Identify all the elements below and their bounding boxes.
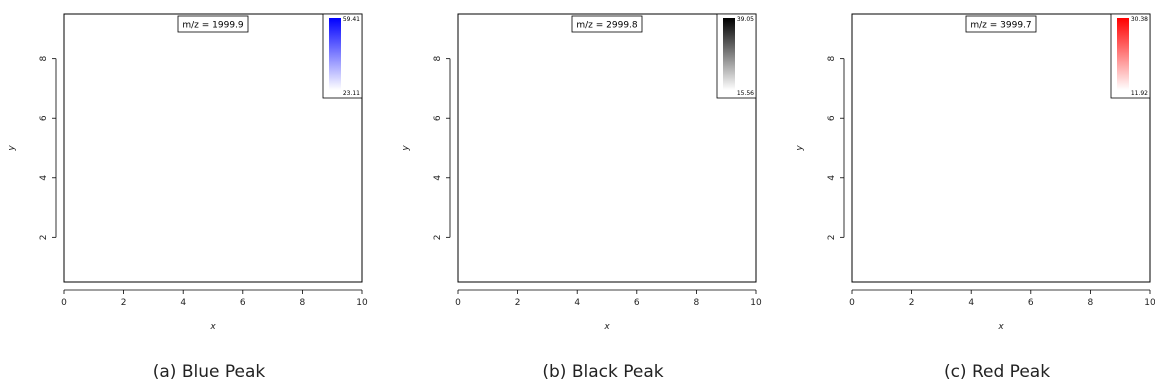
panel-caption: (c) Red Peak — [944, 362, 1050, 382]
y-tick-label: 4 — [39, 175, 49, 181]
color-legend-box — [322, 13, 363, 99]
mz-annotation: m/z = 1999.9 — [177, 15, 249, 33]
color-legend: 39.05 15.56 — [716, 13, 757, 99]
color-legend: 59.41 23.11 — [322, 13, 363, 99]
y-tick-label: 4 — [433, 175, 443, 181]
x-axis: 0 2 4 6 8 10 — [455, 289, 762, 308]
mz-annotation-box — [571, 15, 643, 33]
x-axis: 0 2 4 6 8 10 — [61, 289, 368, 308]
x-tick-label: 2 — [515, 298, 521, 308]
y-tick-label: 8 — [433, 56, 443, 62]
y-tick-label: 2 — [39, 234, 49, 240]
y-axis: 2 4 6 8 — [827, 56, 845, 240]
y-axis-label: y — [401, 145, 411, 152]
x-tick-label: 10 — [1144, 298, 1155, 308]
y-axis-label: y — [795, 145, 805, 152]
x-tick-label: 4 — [574, 298, 580, 308]
y-tick-label: 8 — [827, 56, 837, 62]
heatmap-red-peak: 0 2 4 6 8 10 x 2 4 6 8 y m/z = 3999.7 30.38 11.92 (c) R… — [795, 13, 1155, 382]
color-legend-ramp — [329, 18, 341, 90]
x-tick-label: 2 — [909, 298, 915, 308]
heatmap-black-peak: 0 2 4 6 8 10 x 2 4 6 8 y m/z = 2999.8 39.05 15.56 (b) B… — [401, 13, 762, 382]
y-tick-label: 6 — [39, 115, 49, 121]
plot-frame — [851, 13, 1151, 283]
mz-annotation-text: m/z = 1999.9 — [182, 21, 244, 31]
x-tick-label: 8 — [694, 298, 700, 308]
x-tick-label: 0 — [61, 298, 67, 308]
mz-annotation-text: m/z = 2999.8 — [576, 21, 638, 31]
x-tick-label: 4 — [968, 298, 974, 308]
color-legend-max: 59.41 — [343, 16, 360, 23]
x-tick-label: 10 — [356, 298, 368, 308]
mz-annotation-text: m/z = 3999.7 — [970, 21, 1031, 31]
mz-annotation: m/z = 2999.8 — [571, 15, 643, 33]
panel-caption: (a) Blue Peak — [153, 362, 266, 382]
x-tick-label: 6 — [240, 298, 246, 308]
plot-frame — [63, 13, 363, 283]
mz-annotation-box — [177, 15, 249, 33]
color-legend-max: 30.38 — [1131, 16, 1148, 23]
x-axis-label: x — [997, 322, 1004, 332]
x-tick-label: 8 — [1088, 298, 1094, 308]
color-legend: 30.38 11.92 — [1110, 13, 1151, 99]
color-legend-min: 11.92 — [1131, 90, 1148, 97]
y-tick-label: 8 — [39, 56, 49, 62]
x-tick-label: 2 — [121, 298, 127, 308]
x-tick-label: 6 — [1028, 298, 1034, 308]
color-legend-box — [716, 13, 757, 99]
color-legend-box — [1110, 13, 1151, 99]
x-tick-label: 4 — [180, 298, 186, 308]
x-axis-label: x — [603, 322, 610, 332]
y-axis: 2 4 6 8 — [433, 56, 451, 240]
mz-annotation: m/z = 3999.7 — [965, 15, 1037, 33]
color-legend-min: 23.11 — [343, 90, 360, 97]
mz-annotation-box — [965, 15, 1037, 33]
y-tick-label: 6 — [433, 115, 443, 121]
y-tick-label: 2 — [827, 234, 837, 240]
panel-caption: (b) Black Peak — [542, 362, 663, 382]
x-axis-label: x — [209, 322, 216, 332]
y-axis-label: y — [7, 145, 17, 152]
x-tick-label: 0 — [455, 298, 461, 308]
color-legend-ramp — [723, 18, 735, 90]
x-axis: 0 2 4 6 8 10 — [849, 289, 1155, 308]
color-legend-min: 15.56 — [737, 90, 754, 97]
y-tick-label: 2 — [433, 234, 443, 240]
color-legend-ramp — [1117, 18, 1129, 90]
y-axis: 2 4 6 8 — [39, 56, 57, 240]
plot-frame — [457, 13, 757, 283]
heatmap-blue-peak: 0 2 4 6 8 10 x 2 4 6 8 y m/z = 1999.9 59.41 23.11 (a) B… — [7, 13, 368, 382]
x-tick-label: 10 — [750, 298, 762, 308]
y-tick-label: 4 — [827, 175, 837, 181]
x-tick-label: 6 — [634, 298, 640, 308]
color-legend-max: 39.05 — [737, 16, 754, 23]
x-tick-label: 8 — [300, 298, 306, 308]
x-tick-label: 0 — [849, 298, 855, 308]
y-tick-label: 6 — [827, 115, 837, 121]
